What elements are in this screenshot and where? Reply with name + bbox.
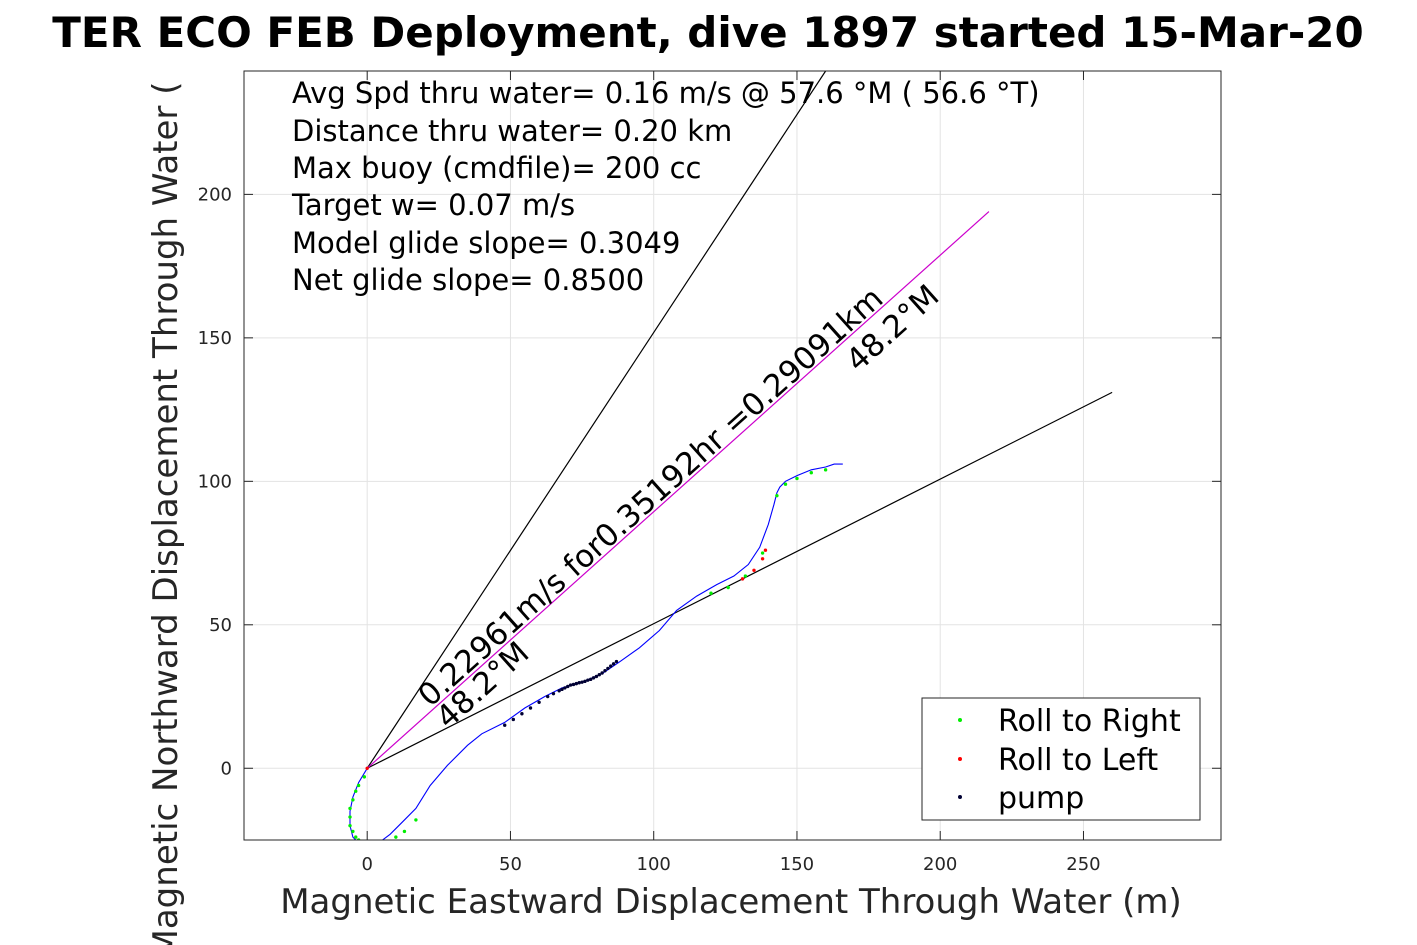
roll-to-right-point xyxy=(402,829,407,834)
legend-label-pump: pump xyxy=(998,781,1084,816)
y-tick-label: 50 xyxy=(209,615,232,636)
legend-marker-pump xyxy=(958,795,962,799)
pump-point xyxy=(551,691,556,696)
roll-to-right-point xyxy=(760,551,765,555)
roll-to-right-point xyxy=(363,841,366,844)
pump-point xyxy=(557,689,561,693)
roll-to-right-point xyxy=(726,585,730,590)
pump-point xyxy=(571,682,576,687)
x-tick-label: 0 xyxy=(361,854,372,875)
legend: Roll to Right Roll to Left pump xyxy=(921,697,1201,821)
pump-point xyxy=(588,677,593,682)
legend-box xyxy=(921,697,1201,821)
pump-point xyxy=(603,669,607,673)
annotation-max-buoy: Max buoy (cmdfile)= 200 cc xyxy=(292,151,701,185)
pump-point xyxy=(586,678,590,682)
pump-point xyxy=(577,681,581,685)
pump-point xyxy=(583,679,587,684)
x-tick-label: 150 xyxy=(780,854,814,875)
roll-to-right-point xyxy=(394,835,398,839)
pump-point xyxy=(511,717,516,722)
annotations: Avg Spd thru water= 0.16 m/s @ 57.6 °M (… xyxy=(291,76,1040,297)
pump-point xyxy=(597,673,601,677)
pump-point xyxy=(580,680,584,684)
upper-bound-line xyxy=(366,71,827,769)
roll-to-right-point xyxy=(362,775,367,779)
pump-point xyxy=(568,683,573,687)
legend-label-roll-right: Roll to Right xyxy=(998,704,1181,739)
y-tick-label: 0 xyxy=(221,758,232,779)
annotation-net-glide-slope: Net glide slope= 0.8500 xyxy=(292,263,644,297)
annotation-target-w: Target w= 0.07 m/s xyxy=(291,188,575,222)
pump-point xyxy=(563,686,567,690)
pump-point xyxy=(503,723,507,727)
roll-to-right-point xyxy=(348,815,352,819)
x-tick-label: 100 xyxy=(637,854,671,875)
pump-point xyxy=(594,674,599,679)
pump-point xyxy=(537,700,541,704)
lower-bound-line xyxy=(366,391,1113,769)
y-tick-label: 100 xyxy=(198,471,232,492)
pump-point xyxy=(566,684,570,689)
annotation-model-glide-slope: Model glide slope= 0.3049 xyxy=(292,226,680,260)
roll-to-left-point xyxy=(760,557,765,561)
x-tick-label: 250 xyxy=(1066,854,1100,875)
roll-to-right-point xyxy=(371,844,374,847)
roll-to-right-point xyxy=(709,591,713,595)
roll-to-right-point xyxy=(414,818,418,822)
roll-to-left-point xyxy=(365,766,369,770)
legend-label-roll-left: Roll to Left xyxy=(998,743,1158,778)
roll-to-right-point xyxy=(351,829,355,834)
roll-to-right-point xyxy=(795,476,799,481)
pump-point xyxy=(560,687,564,692)
roll-to-right-point xyxy=(743,574,748,578)
pump-point xyxy=(574,681,579,686)
roll-to-right-point xyxy=(354,835,358,839)
pump-point xyxy=(591,676,596,680)
plot-frame xyxy=(243,70,1222,841)
roll-to-left-point xyxy=(763,548,768,552)
ticks: 0 50 100 150 200 250 0 50 100 150 200 xyxy=(198,71,1221,875)
reference-lines xyxy=(366,71,1113,769)
y-tick-label: 200 xyxy=(198,184,232,205)
annotation-distance: Distance thru water= 0.20 km xyxy=(292,114,732,148)
roll-to-right-point xyxy=(356,783,361,788)
pump-point xyxy=(600,671,604,675)
roll-to-right-point xyxy=(348,823,352,828)
pump-point xyxy=(611,662,616,666)
points xyxy=(348,468,828,847)
roll-to-right-point xyxy=(351,798,355,802)
roll-to-left-point xyxy=(740,577,745,581)
y-tick-label: 150 xyxy=(198,328,232,349)
x-tick-label: 50 xyxy=(499,854,522,875)
roll-to-right-point xyxy=(823,468,828,472)
roll-to-left-point xyxy=(752,568,756,572)
annotation-avg-speed: Avg Spd thru water= 0.16 m/s @ 57.6 °M (… xyxy=(292,76,1040,110)
pump-point xyxy=(606,666,610,671)
pump-point xyxy=(520,712,524,716)
pump-point xyxy=(546,694,550,699)
x-axis-label: Magnetic Eastward Displacement Through W… xyxy=(280,882,1182,922)
legend-marker-roll-left xyxy=(958,757,962,761)
pump-point xyxy=(609,664,613,668)
roll-to-right-point xyxy=(354,789,358,793)
roll-to-right-point xyxy=(809,471,813,475)
roll-to-right-point xyxy=(783,482,788,486)
legend-marker-roll-right xyxy=(958,718,962,722)
grid xyxy=(244,71,1221,840)
pump-point xyxy=(614,659,619,664)
roll-to-right-point xyxy=(383,841,386,844)
x-tick-label: 200 xyxy=(923,854,957,875)
roll-to-right-point xyxy=(775,493,779,498)
target-heading-line xyxy=(366,211,990,769)
pump-point xyxy=(528,706,533,710)
y-axis-label: Magnetic Northward Displacement Through … xyxy=(146,82,186,945)
chart-title: TER ECO FEB Deployment, dive 1897 starte… xyxy=(52,8,1363,57)
roll-to-right-point xyxy=(348,806,352,811)
